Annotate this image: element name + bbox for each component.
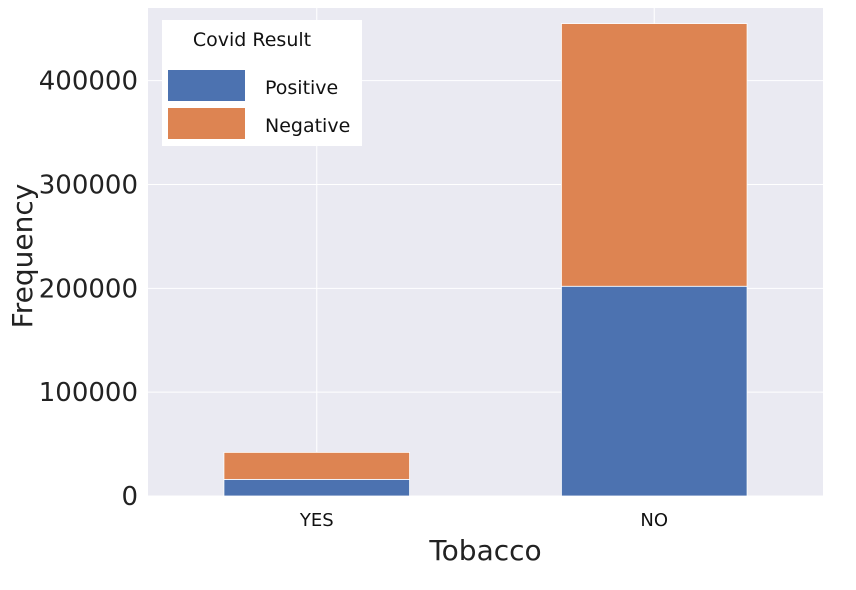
- x-tick-label: YES: [299, 510, 334, 531]
- y-axis-label: Frequency: [6, 184, 39, 329]
- legend-label-positive: Positive: [265, 77, 338, 99]
- x-tick-labels: YES NO: [299, 510, 668, 531]
- legend-title: Covid Result: [193, 29, 311, 51]
- legend-label-negative: Negative: [265, 115, 350, 137]
- bars: [223, 23, 748, 497]
- legend-swatch-positive: [168, 70, 245, 101]
- legend: Covid Result Positive Negative: [162, 20, 362, 146]
- y-tick-label: 400000: [39, 67, 138, 97]
- legend-swatch-negative: [168, 108, 245, 139]
- x-axis-label: Tobacco: [428, 534, 541, 567]
- y-tick-label: 0: [121, 482, 138, 512]
- bar-no-positive: [561, 285, 748, 497]
- bar-yes-negative: [223, 451, 410, 480]
- y-tick-label: 300000: [39, 171, 138, 201]
- bar-yes-positive: [223, 478, 410, 497]
- bar-no-negative: [561, 23, 748, 287]
- y-tick-labels: 0 100000 200000 300000 400000: [39, 67, 138, 512]
- y-tick-label: 100000: [39, 378, 138, 408]
- y-tick-label: 200000: [39, 274, 138, 304]
- x-tick-label: NO: [640, 510, 668, 531]
